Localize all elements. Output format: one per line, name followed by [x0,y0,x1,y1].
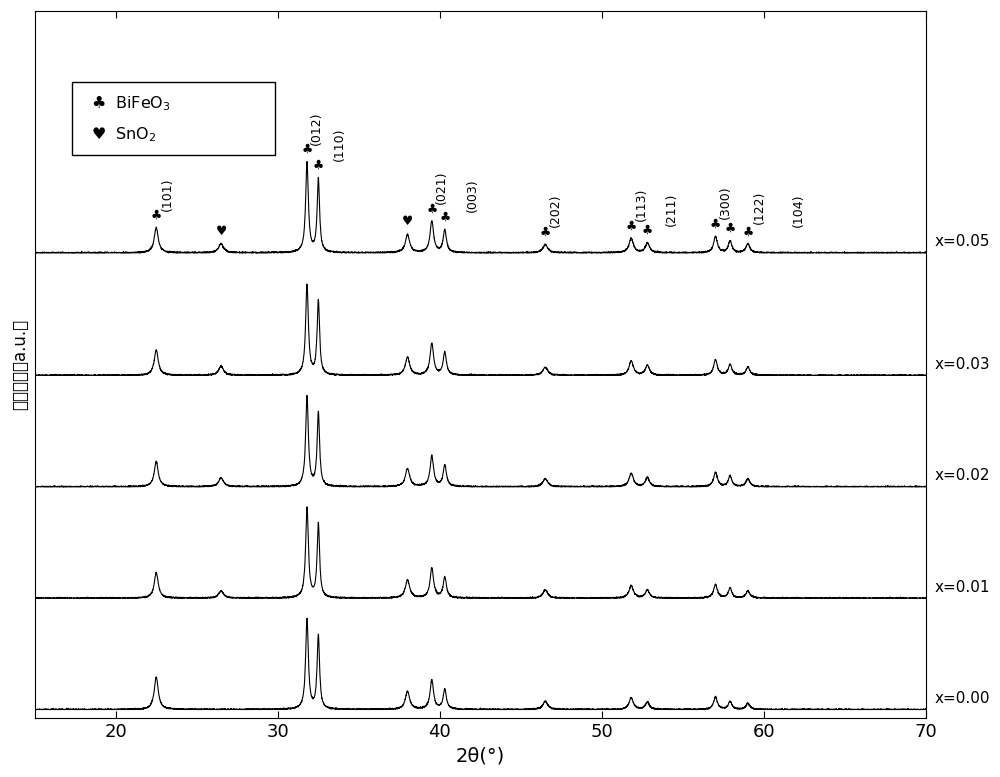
Text: x=0.03: x=0.03 [934,357,990,372]
Text: (113): (113) [634,188,647,221]
Text: ♥  SnO$_2$: ♥ SnO$_2$ [91,125,157,144]
Text: (101): (101) [161,177,174,211]
Text: x=0.05: x=0.05 [934,235,990,249]
Text: (003): (003) [466,179,479,212]
Bar [72,82,275,155]
Text: ♥: ♥ [402,215,413,228]
Text: ♣  BiFeO$_3$: ♣ BiFeO$_3$ [91,94,171,113]
Text: ♣  BiFeO$_3$: ♣ BiFeO$_3$ [91,94,171,113]
Text: ♣: ♣ [301,143,313,156]
Text: x=0.00: x=0.00 [934,692,990,706]
Text: ♣: ♣ [313,159,324,172]
Text: (021): (021) [435,171,448,204]
Text: (300): (300) [719,186,732,219]
Text: ♣: ♣ [642,224,653,237]
Text: ♥  SnO$_2$: ♥ SnO$_2$ [91,125,157,144]
Text: (110): (110) [333,127,346,161]
Text: (012): (012) [310,111,323,145]
Text: (211): (211) [665,192,678,225]
Text: ♣: ♣ [540,225,551,239]
Text: ♣: ♣ [439,211,450,224]
X-axis label: 2θ(°): 2θ(°) [456,747,505,766]
Text: x=0.01: x=0.01 [934,580,990,595]
Text: ♣: ♣ [724,222,736,235]
Text: ♣: ♣ [426,203,437,216]
Text: (202): (202) [549,194,562,228]
Text: ♣: ♣ [710,218,721,231]
Text: ♥: ♥ [215,225,227,239]
Text: ♣: ♣ [742,225,754,239]
Y-axis label: 相对强度（a.u.）: 相对强度（a.u.） [11,319,29,410]
Text: x=0.02: x=0.02 [934,469,990,483]
Text: ♣: ♣ [151,209,162,221]
Text: (104): (104) [792,193,805,228]
Text: (122): (122) [753,190,766,224]
Text: ♣: ♣ [626,220,637,232]
